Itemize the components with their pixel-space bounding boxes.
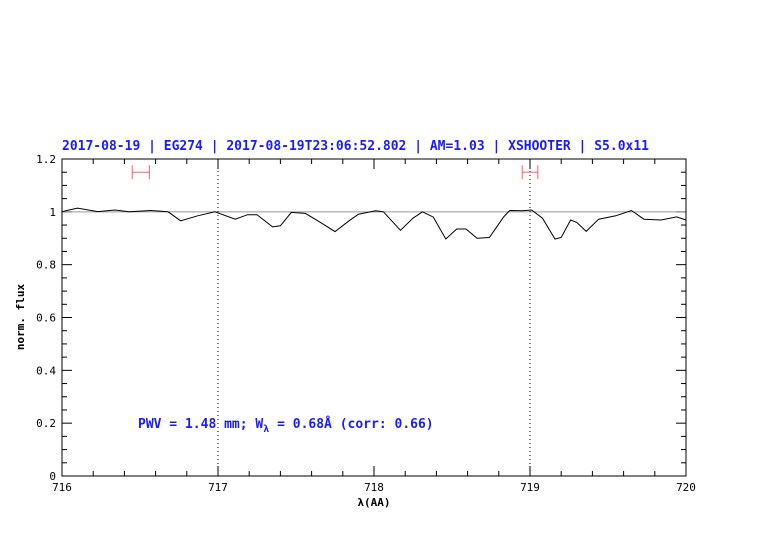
pwv-annotation: PWV = 1.48 mm; Wλ = 0.68Å (corr: 0.66)	[138, 416, 434, 435]
plot-frame	[61, 158, 687, 477]
y-tick-label: 0.2	[36, 417, 56, 430]
error-bar	[521, 165, 539, 180]
y-axis-title: norm. flux	[14, 284, 27, 351]
spectrum-line	[61, 207, 687, 240]
x-tick-label: 717	[208, 481, 228, 494]
x-tick-label: 716	[52, 481, 72, 494]
y-tick-label: 1	[49, 206, 56, 219]
x-axis-title: λ(AA)	[357, 496, 390, 509]
x-tick-label: 719	[520, 481, 540, 494]
x-tick-label: 720	[676, 481, 696, 494]
y-tick-label: 0.6	[36, 312, 56, 325]
annotation-subscript: λ	[263, 424, 269, 435]
x-tick-label: 718	[364, 481, 384, 494]
y-tick-label: 0	[49, 470, 56, 483]
y-tick-label: 0.4	[36, 364, 56, 377]
y-tick-label: 0.8	[36, 259, 56, 272]
y-tick-label: 1.2	[36, 153, 56, 166]
chart-title: 2017-08-19 | EG274 | 2017-08-19T23:06:52…	[62, 139, 649, 154]
annotation-suffix: = 0.68Å (corr: 0.66)	[269, 416, 433, 432]
annotation-prefix: PWV = 1.48 mm; W	[138, 417, 263, 432]
error-bar	[131, 165, 150, 180]
